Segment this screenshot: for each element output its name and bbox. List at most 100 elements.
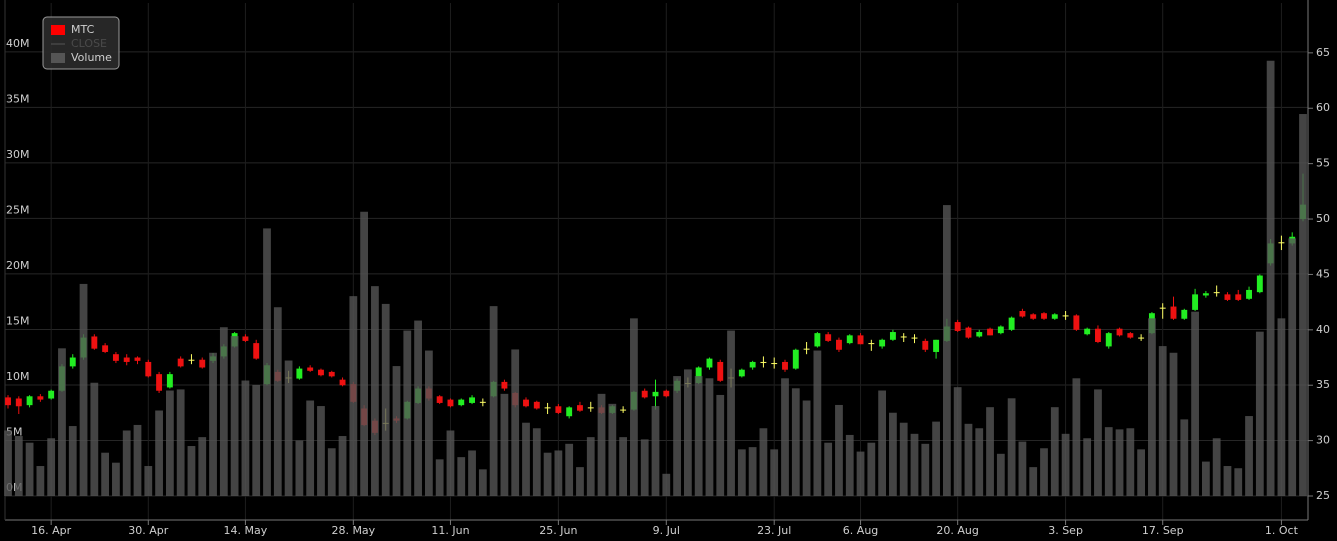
volume-bar [1288, 238, 1297, 496]
candle-body [1170, 306, 1177, 319]
candle-body [760, 361, 767, 363]
x-tick-label: 14. May [224, 524, 268, 537]
x-tick-label: 17. Sep [1142, 524, 1184, 537]
candle-body [814, 333, 821, 347]
volume-bar [824, 442, 833, 496]
legend-item[interactable]: Volume [51, 51, 112, 64]
x-tick-label: 1. Oct [1265, 524, 1299, 537]
candle-body [166, 374, 173, 388]
volume-bar [1234, 468, 1243, 496]
y-tick-label: 20M [6, 259, 30, 272]
candle-body [253, 343, 260, 359]
volume-bar [910, 433, 919, 496]
candle-body [1127, 333, 1134, 338]
volume-bar [1299, 114, 1307, 496]
candle-body [771, 363, 778, 365]
candle-body [15, 398, 22, 407]
candle-body [663, 390, 670, 397]
volume-bar [1072, 378, 1081, 496]
volume-bar [770, 449, 779, 496]
candle-body [577, 405, 583, 411]
candle-body [954, 322, 961, 331]
volume-bar [424, 350, 433, 496]
y-tick-label: 40M [6, 37, 30, 50]
volume-bar [1018, 441, 1027, 496]
candle-body [177, 358, 184, 367]
volume-bar [662, 473, 671, 496]
candle-body [879, 339, 886, 347]
candle-body [1159, 307, 1166, 309]
volume-bar [727, 330, 735, 496]
candle-body [1235, 294, 1242, 300]
volume-bar [457, 457, 466, 496]
volume-bar [630, 318, 638, 496]
volume-bar [1245, 416, 1253, 496]
volume-bar [694, 376, 703, 496]
candle-body [1246, 289, 1252, 299]
candle-body [900, 336, 907, 338]
candle-body [566, 407, 573, 417]
candle-body [1062, 315, 1069, 317]
volume-bar [295, 440, 304, 496]
volume-bar [1029, 467, 1038, 496]
candle-body [987, 328, 993, 336]
volume-bar [112, 462, 120, 496]
volume-bar [640, 439, 649, 496]
candle-body [69, 357, 76, 367]
candle-body [933, 339, 940, 352]
candle-body [1073, 315, 1080, 330]
candle-body [1224, 294, 1231, 300]
candle-body [803, 348, 810, 350]
candle-body [1008, 317, 1015, 330]
legend-item[interactable]: MTC [51, 23, 95, 36]
volume-bar [737, 449, 746, 496]
candle-body [501, 381, 508, 389]
candle-body [458, 399, 465, 406]
volume-bar [1201, 461, 1210, 496]
volume-bar [835, 404, 843, 496]
volume-bar [651, 406, 660, 496]
y-tick-label: 30M [6, 148, 30, 161]
x-tick-label: 30. Apr [128, 524, 168, 537]
candle-body [652, 391, 659, 397]
candle-body [112, 354, 119, 361]
candle-body [544, 407, 551, 409]
volume-bar [1266, 60, 1275, 496]
candle-body [447, 399, 454, 407]
volume-bar [856, 451, 865, 496]
volume-bar [198, 437, 207, 496]
volume-bar [899, 422, 908, 496]
x-tick-label: 9. Jul [653, 524, 680, 537]
volume-bar [403, 330, 412, 496]
volume-bar [813, 350, 822, 496]
volume-bar [414, 320, 422, 496]
candle-body [555, 406, 562, 413]
x-tick-label: 28. May [331, 524, 375, 537]
volume-bar [986, 407, 994, 496]
candle-body [1116, 328, 1123, 336]
volume-bar [532, 428, 541, 496]
y-tick-label: 35M [6, 92, 30, 105]
volume-bar [845, 434, 854, 496]
candle-body [523, 399, 529, 407]
volume-bar [1148, 318, 1156, 496]
volume-bar [176, 389, 185, 496]
volume-bar [619, 437, 628, 496]
candle-body [102, 345, 109, 352]
volume-bar [306, 400, 315, 496]
legend-item[interactable]: CLOSE [51, 37, 107, 50]
volume-bar [608, 403, 617, 496]
candle-body [436, 396, 443, 403]
volume-bar [219, 327, 228, 496]
candle-body [1105, 333, 1112, 347]
candle-body [1019, 310, 1026, 317]
volume-bar [144, 466, 153, 496]
volume-bar [446, 430, 455, 496]
x-tick-label: 25. Jun [539, 524, 577, 537]
candle-body [1278, 242, 1285, 244]
y2-tick-label: 35 [1316, 378, 1330, 391]
volume-bar [101, 452, 110, 496]
volume-bar [802, 400, 811, 496]
candle-body [738, 369, 745, 377]
